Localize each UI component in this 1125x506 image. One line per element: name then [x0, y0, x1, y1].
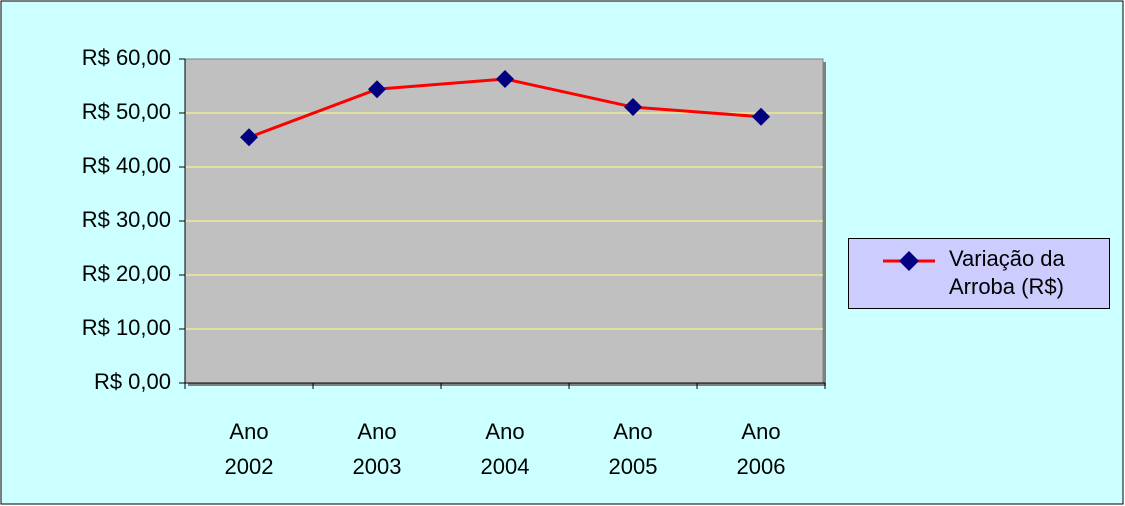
marker: [624, 98, 642, 117]
y-tick-label: R$ 50,00: [82, 99, 171, 124]
marker: [240, 128, 258, 147]
x-tick-label: Ano 2006: [737, 419, 786, 479]
marker: [752, 107, 770, 126]
y-tick-label: R$ 10,00: [82, 315, 171, 340]
y-tick-label: R$ 30,00: [82, 207, 171, 232]
x-tick-label: Ano 2003: [353, 419, 402, 479]
marker: [368, 80, 386, 99]
x-tick-label: Ano 2004: [481, 419, 530, 479]
x-tick-label: Ano 2005: [609, 419, 658, 479]
x-tick-label: Ano 2002: [225, 419, 274, 479]
y-tick-label: R$ 0,00: [94, 369, 171, 394]
y-tick-label: R$ 60,00: [82, 45, 171, 70]
marker: [496, 69, 514, 88]
legend: Variação da Arroba (R$): [848, 238, 1110, 309]
legend-label: Variação da Arroba (R$): [949, 246, 1065, 299]
y-tick-label: R$ 40,00: [82, 153, 171, 178]
y-tick-label: R$ 20,00: [82, 261, 171, 286]
legend-symbol: [883, 251, 935, 271]
legend-marker: [899, 251, 919, 271]
